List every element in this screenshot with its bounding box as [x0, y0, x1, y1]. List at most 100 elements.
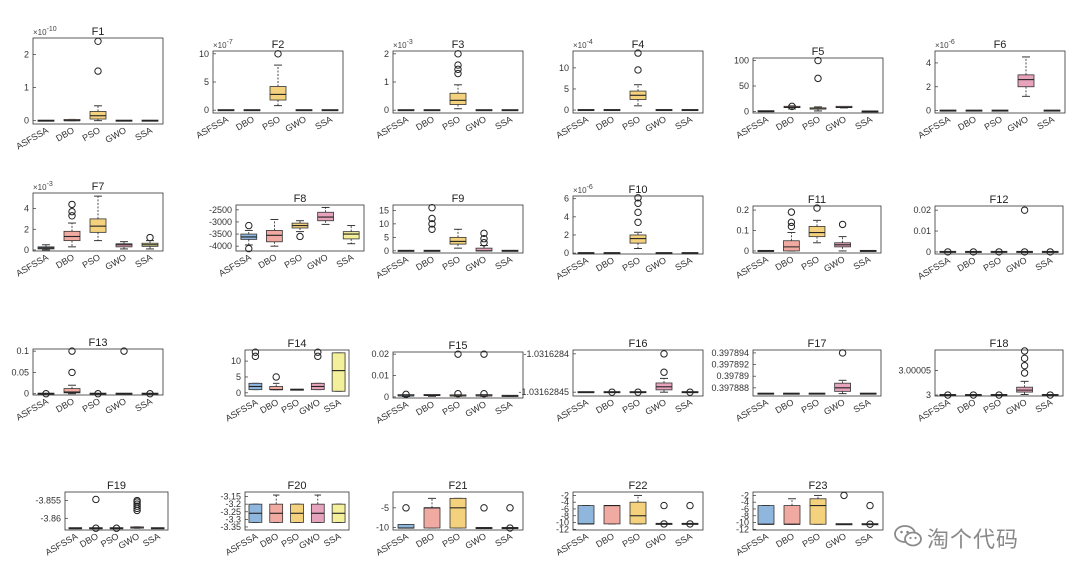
x-category-label: GWO — [464, 531, 488, 551]
plot-frame — [752, 349, 882, 397]
y-tick-label: 0 — [744, 246, 749, 256]
outlier-point — [634, 194, 642, 202]
x-category-label: ASFSSA — [734, 531, 770, 557]
y-tick-label: 0.397894 — [711, 348, 749, 358]
outlier-point — [969, 391, 978, 399]
x-category-label: SSA — [133, 125, 154, 143]
x-category-label: ASFSSA — [916, 114, 952, 140]
plot-title: F8 — [294, 193, 307, 205]
y-tick-label: -10 — [736, 518, 749, 528]
x-category-label: GWO — [117, 531, 141, 551]
y-tick-label: -2 — [561, 490, 569, 500]
plot-f2: F2 ×10-7 0 5 10 ASFSSA DBO PSO GWO SSA — [194, 39, 344, 140]
plot-title: F19 — [107, 480, 126, 492]
x-category-label: PSO — [621, 397, 642, 415]
x-category-label: ASFSSA — [554, 531, 590, 557]
plot-title: F11 — [808, 194, 826, 206]
x-category-label: SSA — [673, 255, 694, 273]
exponent-power: -4 — [587, 39, 593, 46]
outlier-point — [634, 218, 642, 226]
y-tick-label: -4000 — [209, 241, 232, 251]
y-tick-label: 0.05 — [11, 367, 29, 377]
plot-frame — [244, 349, 350, 397]
outlier-point — [1020, 361, 1029, 370]
plot-f6: F6 ×10-6 0 2 4 ASFSSA DBO PSO GWO SSA — [916, 39, 1066, 140]
y-tick-label: 0 — [926, 247, 931, 257]
outlier-point — [251, 352, 260, 361]
y-tick-label: -3.855 — [35, 496, 61, 506]
box — [449, 92, 467, 105]
plot-frame — [934, 50, 1066, 114]
y-tick-label: 0.02 — [913, 205, 931, 215]
y-tick-label: 0 — [384, 392, 389, 402]
exponent-label: ×10-3 — [393, 39, 413, 50]
y-tick-label: 6 — [564, 194, 569, 204]
x-category-label: SSA — [852, 254, 873, 272]
x-category-label: ASFSSA — [14, 125, 50, 151]
x-category-label: GWO — [644, 531, 668, 551]
y-tick-label: -3.86 — [40, 513, 61, 523]
y-tick-label: -1.03162845 — [518, 387, 569, 397]
x-category-label: DBO — [594, 255, 616, 273]
y-tick-label: 15 — [379, 205, 389, 215]
y-tick-label: -3.35 — [220, 522, 241, 532]
plot-frame — [752, 205, 882, 254]
x-category-label: SSA — [493, 399, 514, 417]
outlier-point — [788, 102, 796, 111]
x-category-label: GWO — [464, 114, 488, 134]
x-category-label: SSA — [853, 531, 874, 549]
x-category-label: PSO — [982, 255, 1003, 273]
x-category-label: ASFSSA — [14, 252, 50, 278]
y-tick-label: 50 — [739, 81, 749, 91]
outlier-point — [814, 56, 822, 65]
outlier-point — [838, 349, 847, 357]
plot-frame — [752, 57, 884, 114]
x-category-label: PSO — [800, 397, 821, 415]
y-tick-label: 0.397892 — [711, 360, 749, 370]
y-tick-label: -5 — [381, 503, 389, 513]
x-category-label: PSO — [800, 254, 821, 272]
plot-title: F13 — [89, 337, 108, 349]
plot-title: F17 — [808, 338, 827, 350]
x-category-label: SSA — [1035, 114, 1056, 132]
x-category-label: DBO — [234, 114, 256, 132]
x-category-label: PSO — [801, 114, 822, 132]
x-category-label: SSA — [852, 397, 873, 415]
box — [629, 501, 647, 525]
plot-frame — [392, 351, 524, 399]
plot-frame — [32, 192, 164, 252]
outlier-point — [634, 208, 642, 217]
x-category-label: GWO — [104, 396, 128, 416]
y-tick-label: 0.397888 — [711, 383, 749, 393]
y-tick-label: 5 — [384, 232, 389, 242]
x-category-label: DBO — [773, 397, 795, 415]
outlier-point — [838, 220, 847, 229]
y-tick-label: 4 — [926, 58, 931, 68]
plot-title: F15 — [449, 340, 468, 352]
plot-title: F12 — [990, 194, 1009, 206]
outlier-point — [245, 244, 253, 253]
x-category-label: GWO — [644, 255, 668, 275]
x-category-label: DBO — [256, 252, 278, 270]
x-category-label: GWO — [824, 114, 848, 134]
outlier-point — [787, 208, 796, 216]
x-category-label: DBO — [414, 399, 436, 417]
x-category-label: DBO — [54, 125, 76, 143]
exponent-power: -6 — [587, 184, 593, 191]
x-category-label: ASFSSA — [224, 397, 260, 423]
box — [317, 211, 334, 222]
plot-f10: F10 ×10-6 0 2 4 6 ASFSSA DBO PSO GWO SSA — [554, 184, 704, 281]
plot-frame — [392, 204, 524, 254]
box — [577, 505, 595, 525]
box — [783, 505, 801, 525]
outlier-point — [428, 225, 436, 233]
outlier-point — [634, 388, 642, 396]
y-tick-label: -3.15 — [220, 492, 241, 502]
x-category-label: GWO — [1004, 397, 1028, 417]
plot-title: F20 — [288, 480, 307, 492]
